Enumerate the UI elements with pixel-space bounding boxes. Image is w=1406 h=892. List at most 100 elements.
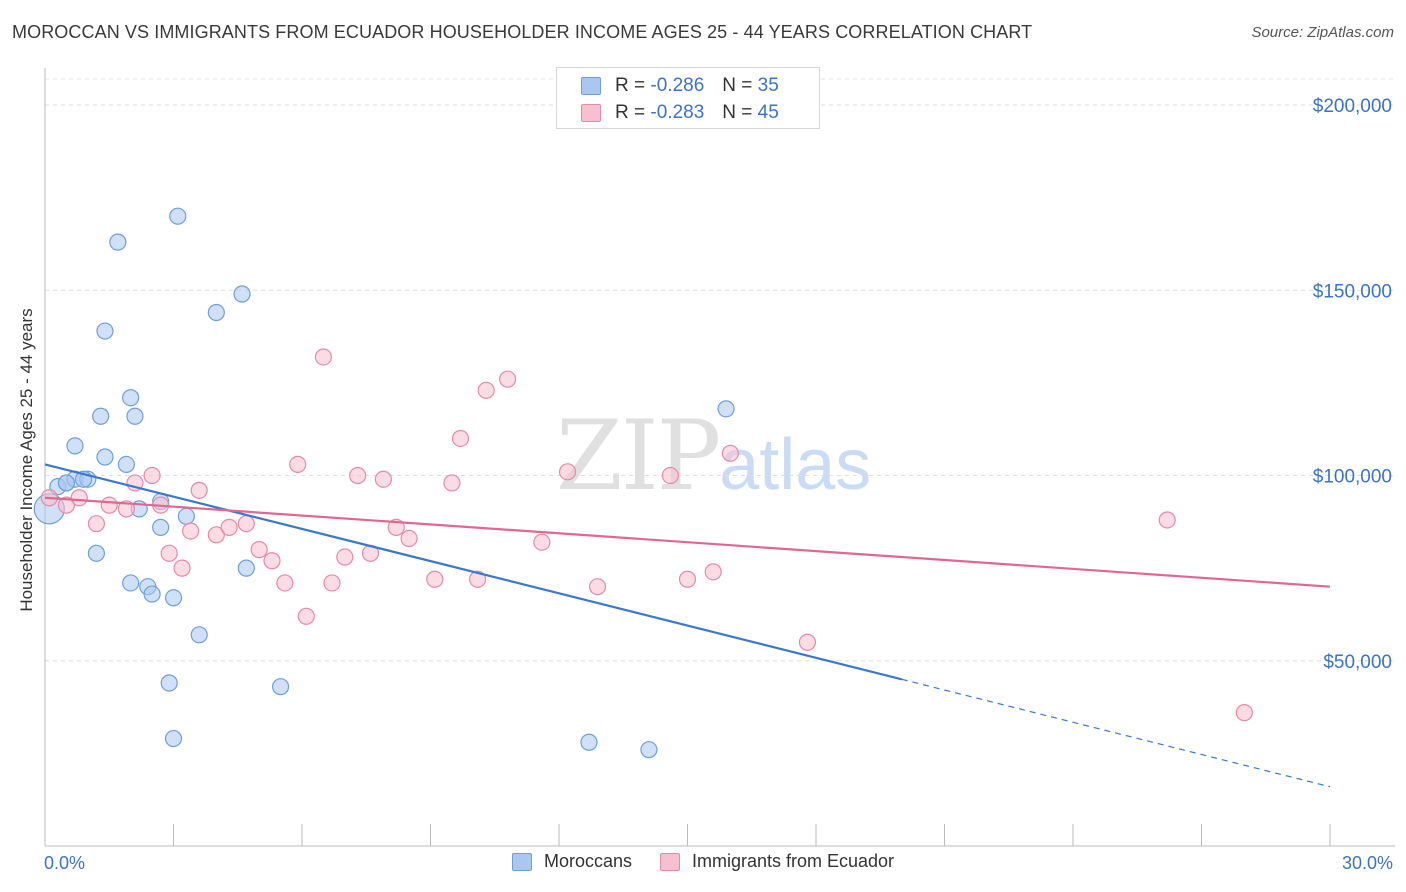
data-point-moroccans [152, 518, 170, 536]
data-point-moroccans [207, 303, 225, 322]
legend-swatch-ecuador [581, 104, 601, 122]
data-point-ecuador [182, 522, 200, 540]
data-point-ecuador [477, 381, 495, 399]
data-point-moroccans [237, 559, 255, 577]
data-point-moroccans [580, 733, 598, 751]
data-point-moroccans [164, 729, 183, 748]
y-axis-label: Householder Income Ages 25 - 44 years [17, 308, 36, 612]
series-name-ecuador: Immigrants from Ecuador [691, 851, 895, 871]
data-point-ecuador [704, 563, 722, 581]
data-point-moroccans [190, 626, 208, 644]
data-point-moroccans [177, 507, 195, 525]
correlation-legend: R = -0.286 N = 35 R = -0.283 N = 45 [556, 67, 820, 129]
y-axis-label-wrap: Householder Income Ages 25 - 44 years [17, 157, 37, 611]
legend-n-value-ecuador: 45 [757, 102, 779, 123]
legend-r-value-moroccans: -0.286 [650, 75, 705, 96]
legend-row-ecuador: R = -0.283 N = 45 [581, 101, 779, 125]
series-name-moroccans: Moroccans [543, 851, 632, 871]
data-point-ecuador [451, 429, 470, 448]
series-legend-moroccans[interactable]: Moroccans [511, 851, 632, 872]
data-point-ecuador [143, 466, 161, 485]
trend-line-extension-moroccans [901, 678, 1331, 788]
y-tick-label: $50,000 [1323, 652, 1392, 673]
data-point-ecuador [70, 489, 88, 507]
data-point-ecuador [250, 541, 268, 559]
data-point-moroccans [122, 389, 140, 407]
data-point-moroccans [96, 448, 114, 466]
series-swatch-moroccans [511, 852, 532, 871]
data-point-ecuador [336, 548, 354, 566]
legend-r-label: R = [615, 75, 646, 96]
data-point-ecuador [798, 633, 817, 651]
data-point-ecuador [426, 570, 444, 588]
y-tick-label: $200,000 [1313, 96, 1392, 117]
data-point-moroccans [87, 544, 106, 562]
data-point-moroccans [96, 322, 114, 340]
data-point-moroccans [640, 741, 658, 759]
data-point-ecuador [237, 515, 255, 533]
data-point-ecuador [588, 578, 607, 596]
data-point-ecuador [443, 474, 461, 492]
watermark: ZIPatlas [556, 400, 871, 512]
data-point-moroccans [169, 207, 187, 225]
y-tick-label: $150,000 [1313, 281, 1392, 302]
data-point-moroccans [143, 585, 161, 603]
data-point-ecuador [469, 570, 487, 588]
data-point-ecuador [100, 496, 118, 514]
data-point-moroccans [126, 407, 144, 425]
data-point-moroccans [233, 285, 251, 303]
data-point-ecuador [57, 496, 76, 514]
data-point-ecuador [87, 515, 106, 533]
data-point-ecuador [220, 518, 238, 536]
data-point-ecuador [1158, 511, 1176, 529]
data-point-ecuador [173, 559, 191, 577]
x-tick-label-max: 30.0% [1342, 853, 1393, 873]
trend-line-ecuador [44, 496, 1331, 588]
data-point-ecuador [1235, 704, 1253, 722]
data-point-ecuador [721, 444, 739, 462]
data-point-ecuador [276, 574, 294, 592]
source-label: Source: ZipAtlas.com [1251, 24, 1394, 41]
legend-r-label: R = [615, 102, 646, 123]
legend-row-moroccans: R = -0.286 N = 35 [581, 74, 779, 98]
data-point-moroccans [160, 674, 178, 692]
data-point-moroccans [717, 400, 735, 418]
x-tick-label-min: 0.0% [44, 853, 85, 873]
series-legend-ecuador[interactable]: Immigrants from Ecuador [659, 851, 895, 872]
data-point-ecuador [190, 481, 208, 499]
watermark-zip: ZIP [556, 400, 721, 512]
data-point-moroccans [109, 233, 127, 251]
data-point-ecuador [661, 466, 679, 485]
data-point-moroccans [57, 474, 76, 492]
data-point-ecuador [558, 463, 577, 481]
data-point-ecuador [289, 455, 307, 474]
data-point-ecuador [117, 500, 135, 518]
chart-title: MOROCCAN VS IMMIGRANTS FROM ECUADOR HOUS… [12, 22, 1033, 42]
data-point-moroccans [92, 407, 110, 425]
data-point-ecuador [323, 574, 341, 592]
watermark-atlas: atlas [719, 425, 872, 505]
data-point-moroccans [122, 574, 140, 592]
data-point-ecuador [678, 570, 697, 588]
data-point-ecuador [349, 466, 367, 485]
data-point-ecuador [374, 470, 392, 488]
data-point-ecuador [533, 533, 551, 551]
legend-swatch-moroccans [581, 77, 601, 95]
data-point-moroccans [117, 455, 135, 474]
data-point-ecuador [400, 529, 418, 548]
data-point-ecuador [314, 348, 333, 366]
legend-r-value-ecuador: -0.283 [650, 102, 705, 123]
series-legend: Moroccans Immigrants from Ecuador [0, 851, 1406, 872]
legend-n-label: N = [722, 75, 753, 96]
data-point-ecuador [263, 552, 281, 570]
legend-n-label: N = [722, 102, 753, 123]
data-point-moroccans [164, 589, 183, 607]
data-point-moroccans [271, 678, 290, 696]
legend-n-value-moroccans: 35 [757, 75, 779, 96]
data-point-ecuador [297, 607, 315, 625]
trend-line-moroccans [44, 463, 902, 681]
data-point-ecuador [499, 370, 517, 388]
series-swatch-ecuador [659, 852, 680, 871]
data-point-ecuador [207, 526, 225, 544]
